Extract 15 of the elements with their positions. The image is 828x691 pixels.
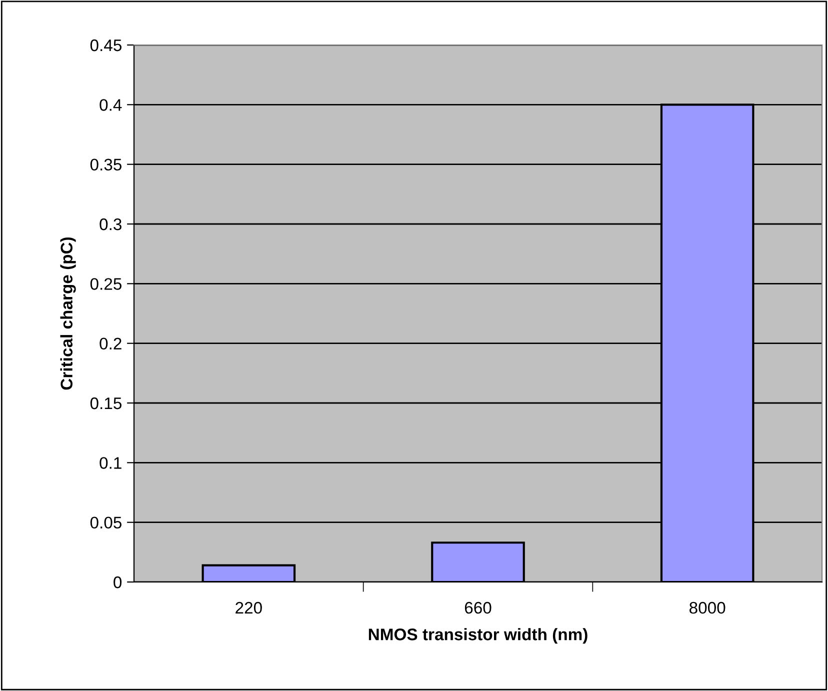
y-tick-label: 0 <box>114 576 122 588</box>
y-tick-label: 0.35 <box>90 158 122 171</box>
y-tick-label: 0.05 <box>90 516 122 529</box>
y-tick-label: 0.3 <box>100 218 122 230</box>
y-tick-label: 0.4 <box>100 99 122 111</box>
x-axis-title: NMOS transistor width (nm) <box>368 628 588 644</box>
x-tick-label: 660 <box>464 602 492 614</box>
y-tick-label: 0.1 <box>100 457 122 469</box>
y-tick-label: 0.25 <box>90 278 122 290</box>
y-axis-title: Critical charge (pC) <box>60 237 76 390</box>
x-tick-label: 8000 <box>690 602 726 614</box>
y-tick-label: 0.45 <box>90 39 122 52</box>
y-tick-label: 0.15 <box>90 397 122 410</box>
y-tick-label: 0.2 <box>100 338 122 350</box>
x-tick-label: 220 <box>236 602 262 614</box>
